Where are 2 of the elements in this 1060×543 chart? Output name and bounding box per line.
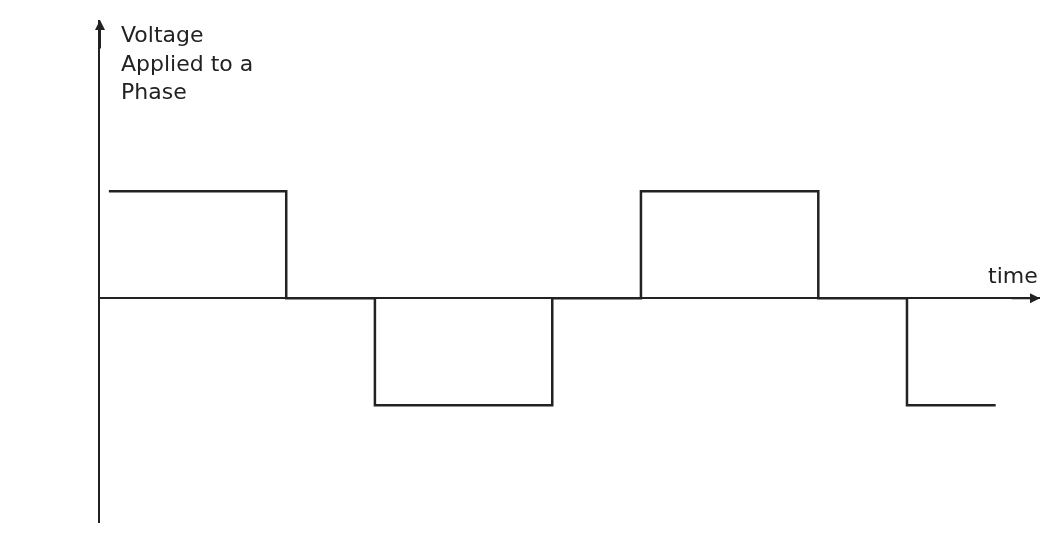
y-axis-title: Voltage Applied to a Phase <box>121 22 254 105</box>
x-axis-title: time <box>988 263 1038 288</box>
